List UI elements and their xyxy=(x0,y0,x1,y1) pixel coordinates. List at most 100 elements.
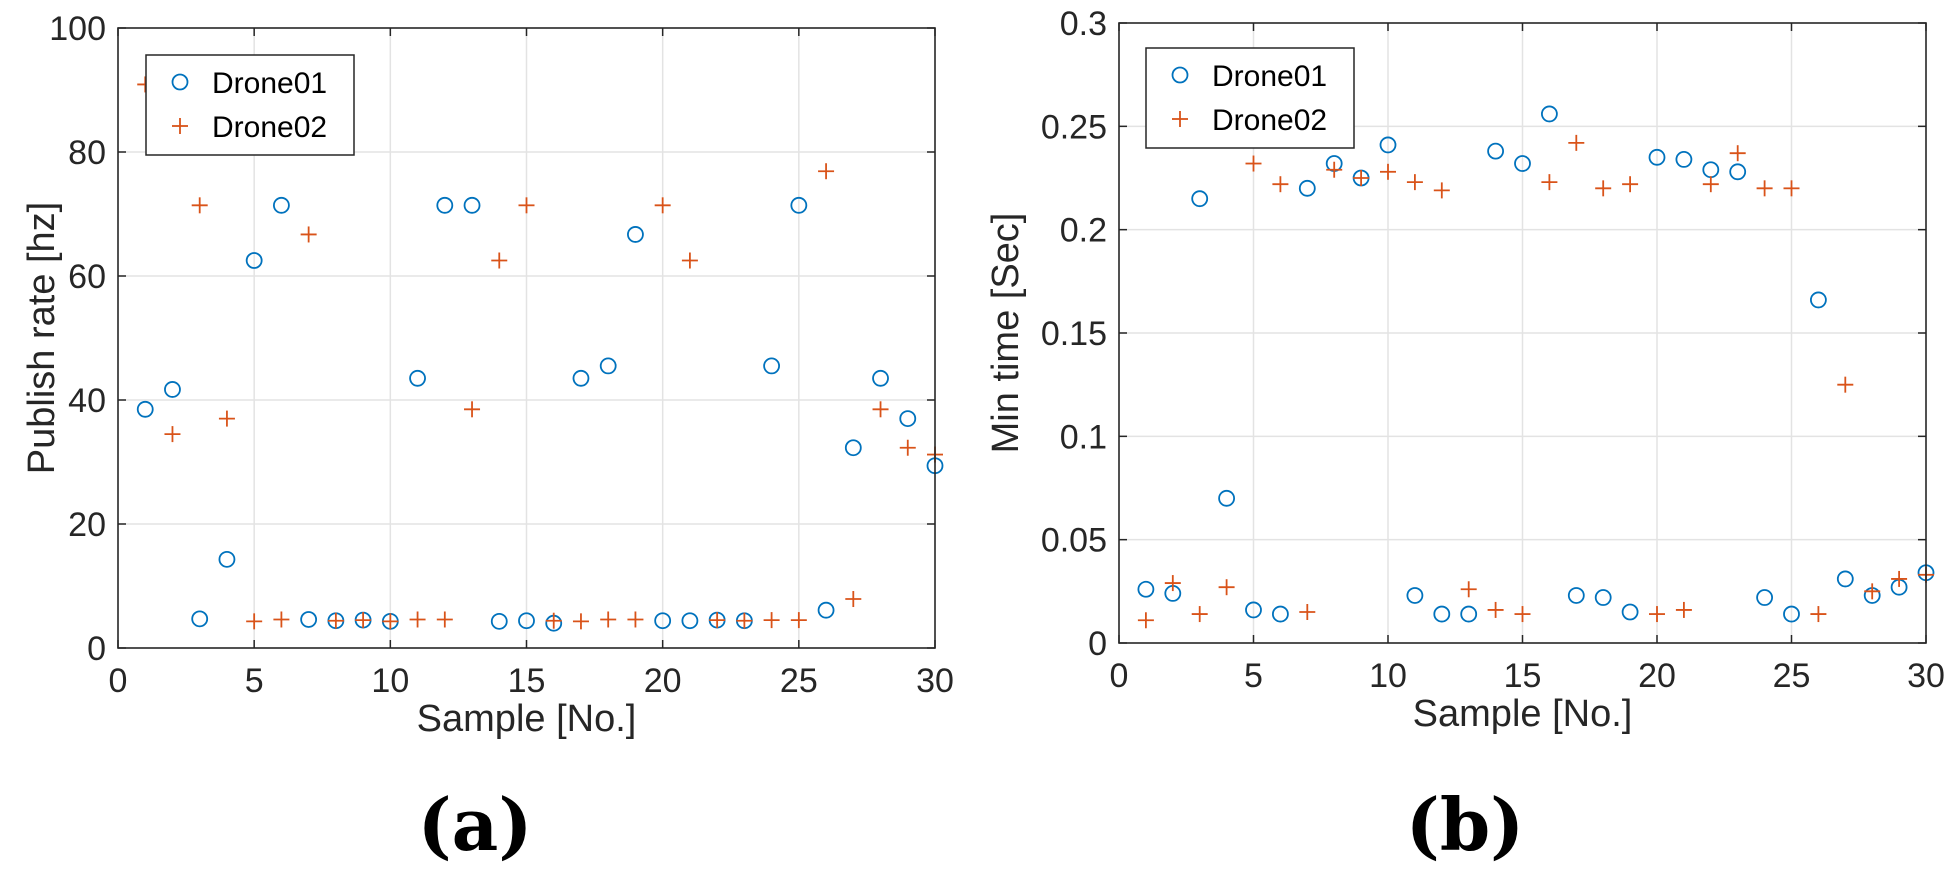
chart-a-point-drone01-29 xyxy=(899,410,917,428)
chart-b-point-drone01-17 xyxy=(1567,587,1585,604)
chart-b-point-drone02-18 xyxy=(1595,180,1612,197)
chart-b-point-drone02-5 xyxy=(1245,155,1262,172)
chart-a-legend-marker-1 xyxy=(172,118,188,134)
chart-a-point-drone02-23 xyxy=(736,612,753,629)
chart-a-point-drone02-28 xyxy=(872,401,889,418)
chart-b-point-drone01-10 xyxy=(1379,136,1397,154)
chart-b-point-drone02-9 xyxy=(1353,170,1370,186)
chart-b-legend-symbol-drone02 xyxy=(1172,111,1188,127)
chart-b-x-tick-label: 5 xyxy=(1244,657,1263,695)
chart-b-point-drone02-11 xyxy=(1406,174,1423,191)
chart-a-point-drone01-26 xyxy=(817,601,835,619)
chart-a-point-drone01-11 xyxy=(409,369,426,387)
chart-a-legend-symbol-drone01 xyxy=(171,73,189,91)
chart-a-x-tick-label: 15 xyxy=(508,662,546,700)
chart-b-point-drone01-14 xyxy=(1487,142,1504,160)
chart-b-point-drone02-19 xyxy=(1622,176,1639,193)
chart-a-point-drone02-17 xyxy=(572,613,589,630)
chart-a-panel-label: (a) xyxy=(418,782,533,867)
chart-b-legend-marker-1 xyxy=(1172,111,1188,127)
chart-a-legend-box xyxy=(145,54,355,156)
chart-a-point-drone01-18 xyxy=(599,357,617,375)
chart-b-y-axis-title: Min time [Sec] xyxy=(985,213,1027,454)
chart-b-point-drone02-1 xyxy=(1137,612,1154,629)
chart-b-point-drone02-4 xyxy=(1218,579,1235,596)
chart-a-point-drone02-14 xyxy=(491,252,508,269)
chart-a-legend-label-drone01: Drone01 xyxy=(212,67,327,100)
chart-b-legend-label-drone02: Drone02 xyxy=(1212,104,1327,137)
chart-b-point-drone02-7 xyxy=(1299,604,1316,620)
chart-a-point-drone02-9 xyxy=(355,612,372,629)
chart-a-point-drone01-17 xyxy=(572,369,590,387)
chart-b-marks xyxy=(1137,105,1935,629)
chart-b-point-drone02-2 xyxy=(1164,575,1181,592)
chart-b-y-tick-label: 0.15 xyxy=(1041,315,1107,353)
chart-b-point-drone01-11 xyxy=(1406,587,1424,604)
chart-b-legend: Drone01 Drone02 xyxy=(1145,47,1355,149)
chart-b-point-drone01-25 xyxy=(1783,605,1800,623)
chart-b-y-ticks: 0 0.05 0.1 0.15 0.2 0.25 0.3 xyxy=(1041,5,1926,663)
chart-b-point-drone01-15 xyxy=(1514,155,1531,172)
chart-a-point-drone01-14 xyxy=(490,612,508,630)
chart-b-point-drone01-24 xyxy=(1756,589,1773,606)
chart-a-y-ticks: 0 20 40 60 80 100 xyxy=(49,10,935,668)
chart-a-point-drone02-27 xyxy=(845,591,862,608)
chart-b-point-drone02-29 xyxy=(1891,570,1908,587)
chart-b-legend-box xyxy=(1145,47,1355,149)
chart-b-point-drone01-20 xyxy=(1648,148,1666,166)
chart-a-point-drone02-7 xyxy=(300,226,317,243)
chart-b-point-drone01-26 xyxy=(1810,291,1827,309)
chart-a-x-axis-title: Sample [No.] xyxy=(417,698,637,740)
chart-a-legend-marker-0 xyxy=(171,73,189,91)
chart-a-point-drone02-29 xyxy=(899,439,916,456)
chart-a-point-drone02-18 xyxy=(600,611,617,628)
chart-a-legend-symbol-drone02 xyxy=(172,118,188,134)
chart-a-point-drone02-11 xyxy=(409,611,426,628)
chart-a-point-drone02-4 xyxy=(218,410,235,427)
chart-a-point-drone01-4 xyxy=(218,550,236,568)
chart-b-x-axis-title: Sample [No.] xyxy=(1413,693,1633,735)
chart-b-point-drone02-8 xyxy=(1326,161,1343,178)
chart-a-point-drone02-21 xyxy=(681,252,698,269)
chart-a-x-tick-label: 25 xyxy=(780,662,818,700)
chart-a-y-axis-title: Publish rate [hz] xyxy=(21,202,63,474)
chart-a-point-drone02-2 xyxy=(164,426,181,443)
chart-b-point-drone01-5 xyxy=(1245,601,1262,619)
chart-b-point-drone01-1 xyxy=(1137,580,1155,598)
chart-b-y-tick-label: 0.3 xyxy=(1060,5,1107,43)
chart-a-point-drone01-13 xyxy=(463,196,481,214)
chart-b-point-drone01-6 xyxy=(1272,605,1289,623)
chart-a-point-drone02-3 xyxy=(191,197,208,214)
chart-a-point-drone01-19 xyxy=(627,226,644,243)
chart-b-point-drone02-24 xyxy=(1756,180,1773,197)
chart-b-point-drone01-13 xyxy=(1460,605,1478,623)
chart-b-y-tick-label: 0 xyxy=(1088,625,1107,663)
chart-a-point-drone01-25 xyxy=(790,196,808,214)
chart-a-point-drone02-24 xyxy=(763,612,780,629)
chart-b-x-tick-label: 10 xyxy=(1369,657,1407,695)
chart-b-point-drone01-27 xyxy=(1836,570,1854,588)
chart-a-point-drone01-5 xyxy=(245,252,263,269)
chart-b-point-drone02-10 xyxy=(1380,163,1396,180)
chart-a-y-tick-label: 80 xyxy=(68,134,106,172)
chart-b-y-tick-label: 0.25 xyxy=(1041,108,1107,146)
chart-a-point-drone01-27 xyxy=(844,439,862,457)
chart-a-point-drone02-20 xyxy=(654,197,671,214)
chart-b-grid xyxy=(1119,23,1926,643)
chart-a-point-drone01-1 xyxy=(136,400,154,418)
chart-b-point-drone01-12 xyxy=(1433,605,1451,623)
chart-a-y-tick-label: 60 xyxy=(68,258,106,296)
chart-a-y-tick-label: 0 xyxy=(87,630,106,668)
chart-a-x-tick-label: 0 xyxy=(109,662,128,700)
chart-b-point-drone02-15 xyxy=(1514,606,1531,623)
chart-b-point-drone02-28 xyxy=(1864,583,1881,600)
chart-a-y-tick-label: 20 xyxy=(68,506,106,544)
chart-a-point-drone02-16 xyxy=(545,612,562,629)
chart-a-x-tick-label: 5 xyxy=(245,662,264,700)
chart-b: 0 5 10 15 20 25 30 0 0.05 0.1 0.15 0.2 0.25 0.3 Samp… xyxy=(985,5,1945,867)
chart-b-point-drone01-4 xyxy=(1218,489,1235,507)
chart-b-point-drone01-3 xyxy=(1191,190,1209,208)
chart-a-point-drone01-3 xyxy=(191,610,209,628)
chart-b-point-drone02-14 xyxy=(1487,601,1504,618)
chart-a-point-drone02-22 xyxy=(709,612,726,629)
